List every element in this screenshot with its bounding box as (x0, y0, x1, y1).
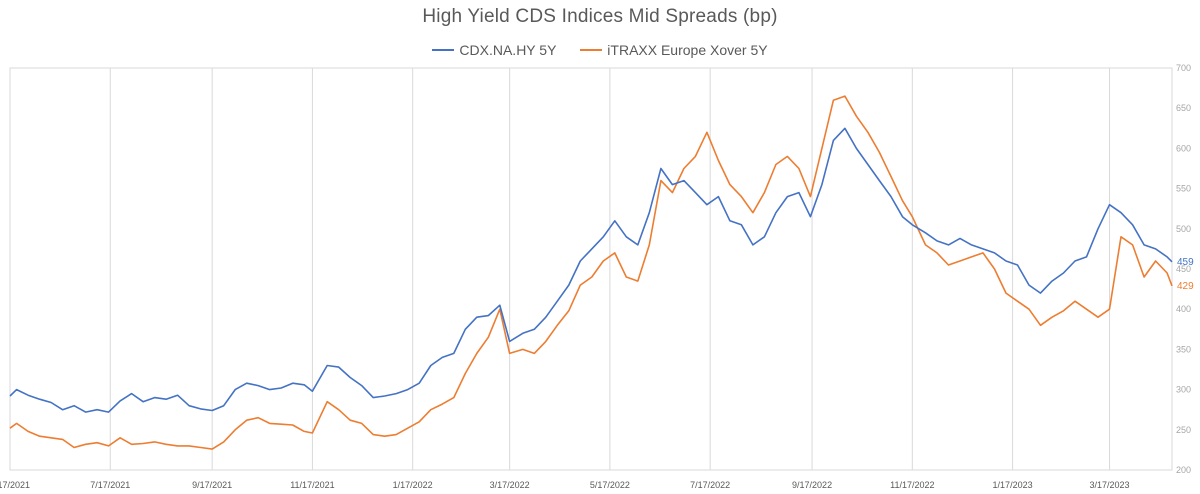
legend: CDX.NA.HY 5Y iTRAXX Europe Xover 5Y (0, 38, 1200, 58)
x-tick-label: 7/17/2021 (90, 480, 130, 490)
y-tick-label: 550 (1176, 184, 1191, 194)
legend-item-cdx[interactable]: CDX.NA.HY 5Y (432, 42, 556, 58)
y-tick-label: 250 (1176, 425, 1191, 435)
y-tick-label: 450 (1176, 264, 1191, 274)
series-line-itraxx (9, 95, 1173, 450)
x-tick-label: 1/17/2023 (993, 480, 1033, 490)
legend-item-itraxx[interactable]: iTRAXX Europe Xover 5Y (580, 42, 768, 58)
y-tick-label: 400 (1176, 304, 1191, 314)
y-tick-label: 700 (1176, 63, 1191, 73)
x-tick-label: 7/17/2022 (690, 480, 730, 490)
legend-label-itraxx: iTRAXX Europe Xover 5Y (607, 42, 768, 58)
end-value-label-itraxx: 429 (1177, 281, 1194, 292)
y-tick-label: 600 (1176, 143, 1191, 153)
series-line-cdx (9, 127, 1173, 413)
plot-frame (9, 67, 1173, 471)
x-tick-label: 5/17/2022 (590, 480, 630, 490)
y-tick-label: 500 (1176, 224, 1191, 234)
end-value-label-cdx: 459 (1177, 257, 1194, 268)
x-tick-label: 9/17/2021 (192, 480, 232, 490)
legend-swatch-cdx (432, 49, 455, 51)
y-tick-label: 200 (1176, 465, 1191, 475)
chart-title: High Yield CDS Indices Mid Spreads (bp) (422, 6, 778, 27)
y-tick-label: 650 (1176, 103, 1191, 113)
x-tick-label: 5/17/2021 (0, 480, 30, 490)
x-tick-label: 1/17/2022 (393, 480, 433, 490)
y-tick-label: 300 (1176, 385, 1191, 395)
x-tick-label: 11/17/2021 (290, 480, 334, 490)
y-tick-label: 350 (1176, 344, 1191, 354)
x-tick-label: 3/17/2022 (490, 480, 530, 490)
x-tick-label: 3/17/2023 (1090, 480, 1130, 490)
legend-label-cdx: CDX.NA.HY 5Y (459, 42, 557, 58)
x-tick-label: 11/17/2022 (890, 480, 934, 490)
legend-swatch-itraxx (580, 49, 603, 51)
x-tick-label: 9/17/2022 (792, 480, 832, 490)
